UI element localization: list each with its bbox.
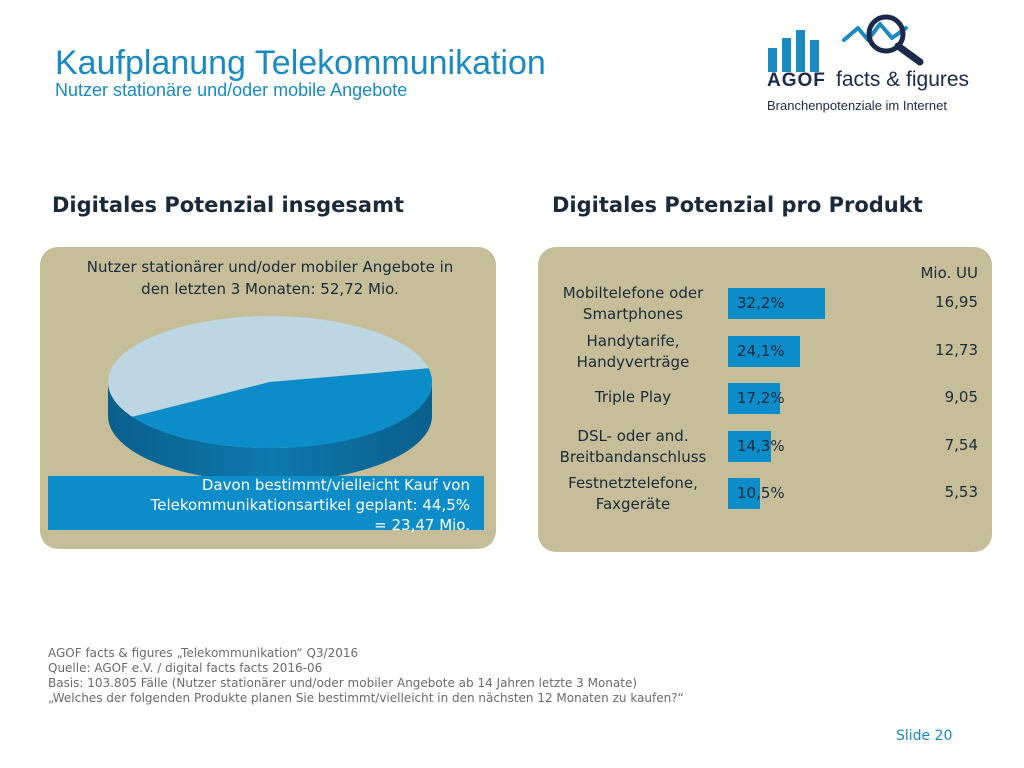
plan-highlight-box	[48, 476, 484, 530]
magnifier-icon	[866, 14, 906, 54]
pie-side	[108, 382, 432, 482]
right-panel-heading: Digitales Potenzial pro Produkt	[552, 193, 923, 217]
pie-caption: Nutzer stationärer und/oder mobiler Ange…	[86, 258, 454, 298]
product-label-line: Breitbandanschluss	[559, 447, 707, 466]
product-label-line: Faxgeräte	[595, 495, 671, 513]
footer-notes: AGOF facts & figures „Telekommunikation“…	[48, 646, 684, 706]
page-title: Kaufplanung Telekommunikation	[55, 44, 546, 82]
product-label: DSL- oder and. Breitbandanschluss	[540, 426, 726, 468]
pie-slice-rest	[108, 316, 429, 417]
mio-uu-value: 9,05	[944, 388, 978, 406]
product-label-line: Festnetztelefone,	[568, 474, 698, 492]
logo-product: facts & figures	[836, 68, 970, 91]
product-label-line: DSL- oder and.	[577, 426, 689, 445]
mio-uu-value: 5,53	[944, 483, 978, 501]
bar-value-label: 24,1%	[737, 341, 785, 360]
footer-line: AGOF facts & figures „Telekommunikation“…	[48, 646, 359, 660]
product-label: Mobiltelefone oder Smartphones	[540, 283, 726, 325]
unit-label: Mio. UU	[920, 264, 978, 282]
logo-bar-2	[782, 38, 791, 72]
bar-value-label: 14,3%	[737, 436, 785, 455]
mio-uu-value: 7,54	[944, 435, 978, 454]
logo-bar-1	[768, 48, 777, 72]
logo-bar-3	[796, 30, 805, 72]
slide-number: Slide 20	[896, 728, 953, 744]
agof-logo	[768, 14, 924, 72]
plan-caption: Davon bestimmt/vielleicht Kauf von Telek…	[150, 476, 470, 534]
product-bar	[728, 478, 760, 509]
product-label: Handytarife, Handyverträge	[540, 331, 726, 373]
product-label-line: Mobiltelefone oder	[562, 284, 704, 302]
product-bar	[728, 335, 801, 367]
product-label: Festnetztelefone, Faxgeräte	[540, 473, 726, 515]
product-label: Triple Play	[540, 387, 726, 408]
logo-bar-4	[810, 40, 819, 72]
logo-trend-line	[842, 22, 908, 42]
magnifier-handle-icon	[894, 42, 924, 66]
pie-slice-plan	[132, 368, 433, 449]
mio-uu-value: 16,95	[935, 293, 978, 311]
product-label-line: Triple Play	[594, 388, 672, 406]
product-label-line: Handyverträge	[576, 352, 690, 371]
product-bar	[728, 430, 771, 462]
logo-tagline: Branchenpotenziale im Internet	[767, 98, 947, 113]
logo-brand: AGOF	[767, 70, 826, 91]
page-subtitle: Nutzer stationäre und/oder mobile Angebo…	[55, 80, 408, 100]
footer-line: Quelle: AGOF e.V. / digital facts facts …	[48, 661, 323, 675]
bar-value-label: 17,2%	[737, 389, 785, 407]
left-panel-heading: Digitales Potenzial insgesamt	[52, 193, 404, 217]
product-label-line: Handytarife,	[586, 331, 680, 350]
mio-uu-value: 12,73	[935, 340, 978, 359]
bar-value-label: 32,2%	[737, 294, 785, 312]
product-bar	[728, 383, 780, 414]
footer-line: „Welches der folgenden Produkte planen S…	[48, 691, 684, 705]
footer-line: Basis: 103.805 Fälle (Nutzer stationärer…	[48, 676, 638, 690]
product-bar	[728, 288, 825, 319]
pie-chart	[108, 316, 433, 482]
product-label-line: Smartphones	[582, 305, 684, 323]
bar-value-label: 10,5%	[737, 484, 785, 502]
